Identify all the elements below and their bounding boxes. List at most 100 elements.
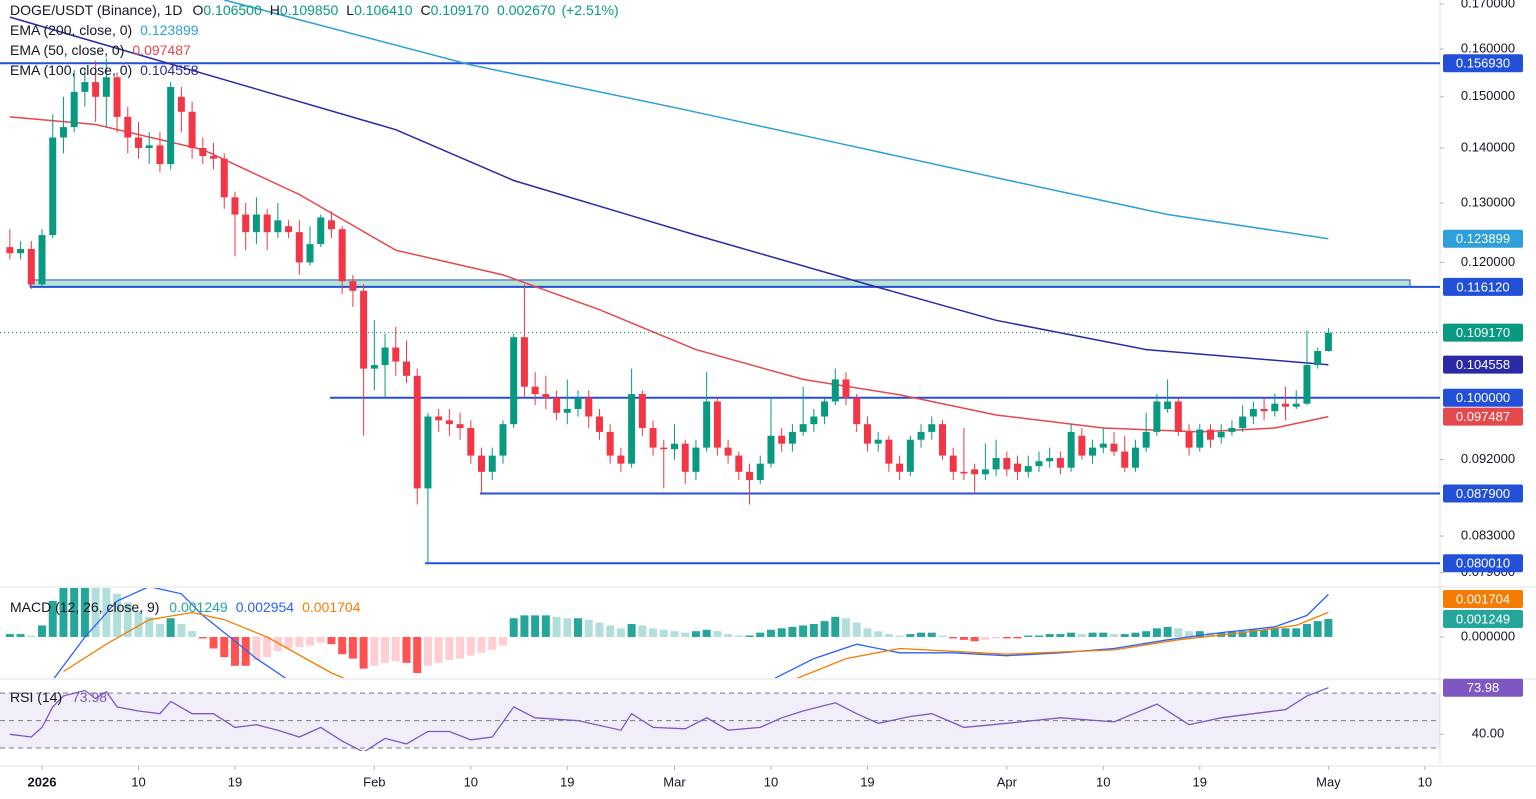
- candle-body: [242, 214, 250, 233]
- macd-histogram-bar: [959, 636, 968, 640]
- candle-body: [285, 226, 293, 233]
- price-badge-label: 0.001704: [1456, 591, 1510, 606]
- symbol-header: DOGE/USDT (Binance), 1D O0.106500 H0.10985…: [10, 0, 621, 20]
- candle-body: [885, 439, 893, 464]
- macd-histogram-bar: [906, 634, 915, 637]
- macd-histogram-bar: [445, 636, 454, 660]
- macd-histogram-bar: [1002, 636, 1011, 639]
- macd-histogram-bar: [134, 611, 143, 637]
- macd-histogram-bar: [927, 632, 936, 637]
- rsi-values: 73.98: [68, 689, 109, 705]
- macd-histogram-bar: [1163, 626, 1172, 637]
- macd-histogram-bar: [1249, 629, 1258, 637]
- candle-body: [1303, 365, 1311, 404]
- candle-body: [27, 248, 35, 285]
- x-tick-label: 10: [131, 774, 145, 789]
- legend-value: 0.104558: [140, 62, 199, 78]
- macd-histogram-bar: [295, 636, 304, 648]
- price-badge: [1443, 355, 1523, 374]
- macd-histogram-bar: [659, 629, 668, 637]
- candle-body: [156, 145, 164, 165]
- macd-histogram-bar: [230, 636, 239, 666]
- macd-histogram-bar: [1056, 634, 1065, 637]
- candle-body: [1324, 332, 1332, 351]
- macd-histogram-bar: [198, 636, 207, 639]
- macd-histogram-bar: [80, 588, 89, 637]
- candle-body: [1206, 429, 1214, 440]
- candle-body: [317, 217, 325, 245]
- candle-body: [424, 416, 432, 489]
- candle-body: [606, 431, 614, 456]
- macd-histogram-bar: [1238, 631, 1247, 637]
- candle-body: [1024, 466, 1032, 472]
- candle-body: [853, 397, 861, 425]
- macd-histogram-bar: [70, 588, 79, 637]
- macd-histogram-bar: [1110, 634, 1119, 637]
- x-tick-label: 10: [1418, 774, 1432, 789]
- candle-body: [1014, 463, 1022, 472]
- candle-body: [574, 397, 582, 409]
- price-badge-label: 0.100000: [1456, 390, 1510, 405]
- macd-histogram-bar: [413, 636, 422, 673]
- y-tick-label: 0.160000: [1461, 40, 1515, 55]
- candle-body: [585, 397, 593, 417]
- macd-histogram-bar: [788, 626, 797, 637]
- candle-body: [810, 416, 818, 425]
- macd-histogram-bar: [38, 625, 47, 637]
- candle-body: [349, 281, 357, 291]
- macd-histogram-bar: [123, 602, 132, 637]
- price-badge-label: 0.097487: [1456, 409, 1510, 424]
- ohlc-value: 0.109850: [279, 2, 339, 18]
- macd-histogram-bar: [284, 636, 293, 649]
- candle-body: [617, 455, 625, 464]
- candle-body: [713, 401, 721, 448]
- candle-body: [1003, 458, 1011, 470]
- macd-histogram-bar: [895, 635, 904, 637]
- candle-body: [49, 137, 57, 236]
- candle-body: [274, 220, 282, 233]
- candle-body: [670, 443, 678, 450]
- candle-body: [563, 408, 571, 413]
- candle-body: [478, 455, 486, 472]
- macd-histogram-bar: [498, 636, 507, 646]
- candle-body: [70, 91, 78, 128]
- x-tick-label: Apr: [997, 774, 1018, 789]
- macd-histogram-bar: [713, 631, 722, 637]
- macd-histogram-bar: [1131, 632, 1140, 637]
- price-badge-label: 0.001249: [1456, 611, 1510, 626]
- x-tick-label: Mar: [663, 774, 686, 789]
- price-badge-label: 0.123899: [1456, 231, 1510, 246]
- candle-body: [981, 469, 989, 475]
- candle-body: [649, 428, 657, 448]
- candle-body: [381, 347, 389, 366]
- macd-histogram-bar: [1260, 629, 1269, 637]
- macd-histogram-bar: [820, 621, 829, 637]
- price-badge: [1443, 609, 1523, 628]
- macd-histogram-bar: [1152, 628, 1161, 637]
- candle-body: [488, 455, 496, 472]
- ema-legend: EMA (200, close, 0) 0.123899 EMA (50, clos…: [10, 20, 621, 80]
- price-badge: [1443, 229, 1523, 248]
- macd-histogram-bar: [188, 631, 197, 637]
- candle-body: [971, 469, 979, 475]
- candle-body: [788, 431, 796, 444]
- macd-histogram-bar: [563, 618, 572, 637]
- price-badge-label: 0.116120: [1456, 279, 1509, 294]
- candle-body: [360, 290, 368, 369]
- macd-histogram-bar: [391, 636, 400, 662]
- price-badge-label: 0.104558: [1456, 357, 1510, 372]
- candle-body: [917, 431, 925, 440]
- macd-histogram-bar: [799, 625, 808, 637]
- candle-body: [1121, 451, 1129, 468]
- macd-histogram-bar: [1174, 628, 1183, 637]
- macd-histogram-bar: [327, 636, 336, 645]
- macd-histogram-bar: [1302, 624, 1311, 637]
- candle-body: [413, 375, 421, 489]
- candle-body: [928, 424, 936, 432]
- ohlc-value: 0.109170: [430, 2, 490, 18]
- ohlc-value: 0.106500: [203, 2, 262, 18]
- y-tick-label: 0.083000: [1461, 527, 1515, 542]
- change: 0.002670: [497, 2, 556, 18]
- macd-histogram-bar: [777, 628, 786, 637]
